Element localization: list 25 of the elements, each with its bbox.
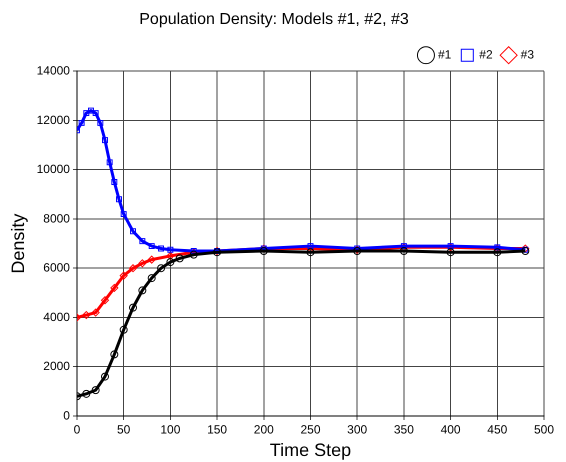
x-tick-label: 300 xyxy=(347,422,368,437)
y-tick-label: 4000 xyxy=(43,310,70,324)
x-tick-label: 350 xyxy=(394,422,414,437)
legend-label: #2 xyxy=(479,48,493,62)
x-tick-label: 500 xyxy=(534,422,554,437)
y-axis-title: Density xyxy=(8,214,28,274)
y-tick-label: 8000 xyxy=(43,211,70,226)
x-axis-title: Time Step xyxy=(270,440,352,460)
x-tick-label: 50 xyxy=(116,422,131,437)
x-tick-label: 150 xyxy=(207,422,228,437)
y-tick-label: 6000 xyxy=(43,260,70,275)
x-tick-label: 200 xyxy=(254,422,274,437)
x-tick-label: 450 xyxy=(487,422,508,437)
x-tick-label: 100 xyxy=(160,422,181,437)
y-tick-label: 14000 xyxy=(36,64,70,78)
x-tick-label: 250 xyxy=(300,422,321,437)
x-tick-label: 0 xyxy=(74,422,81,437)
y-tick-label: 0 xyxy=(63,408,70,422)
y-tick-label: 2000 xyxy=(43,359,70,374)
legend-label: #3 xyxy=(520,48,534,62)
y-tick-label: 10000 xyxy=(36,162,70,176)
chart-title: Population Density: Models #1, #2, #3 xyxy=(139,11,409,28)
legend-label: #1 xyxy=(438,48,452,62)
y-tick-label: 12000 xyxy=(36,112,70,127)
x-tick-label: 400 xyxy=(440,422,461,437)
